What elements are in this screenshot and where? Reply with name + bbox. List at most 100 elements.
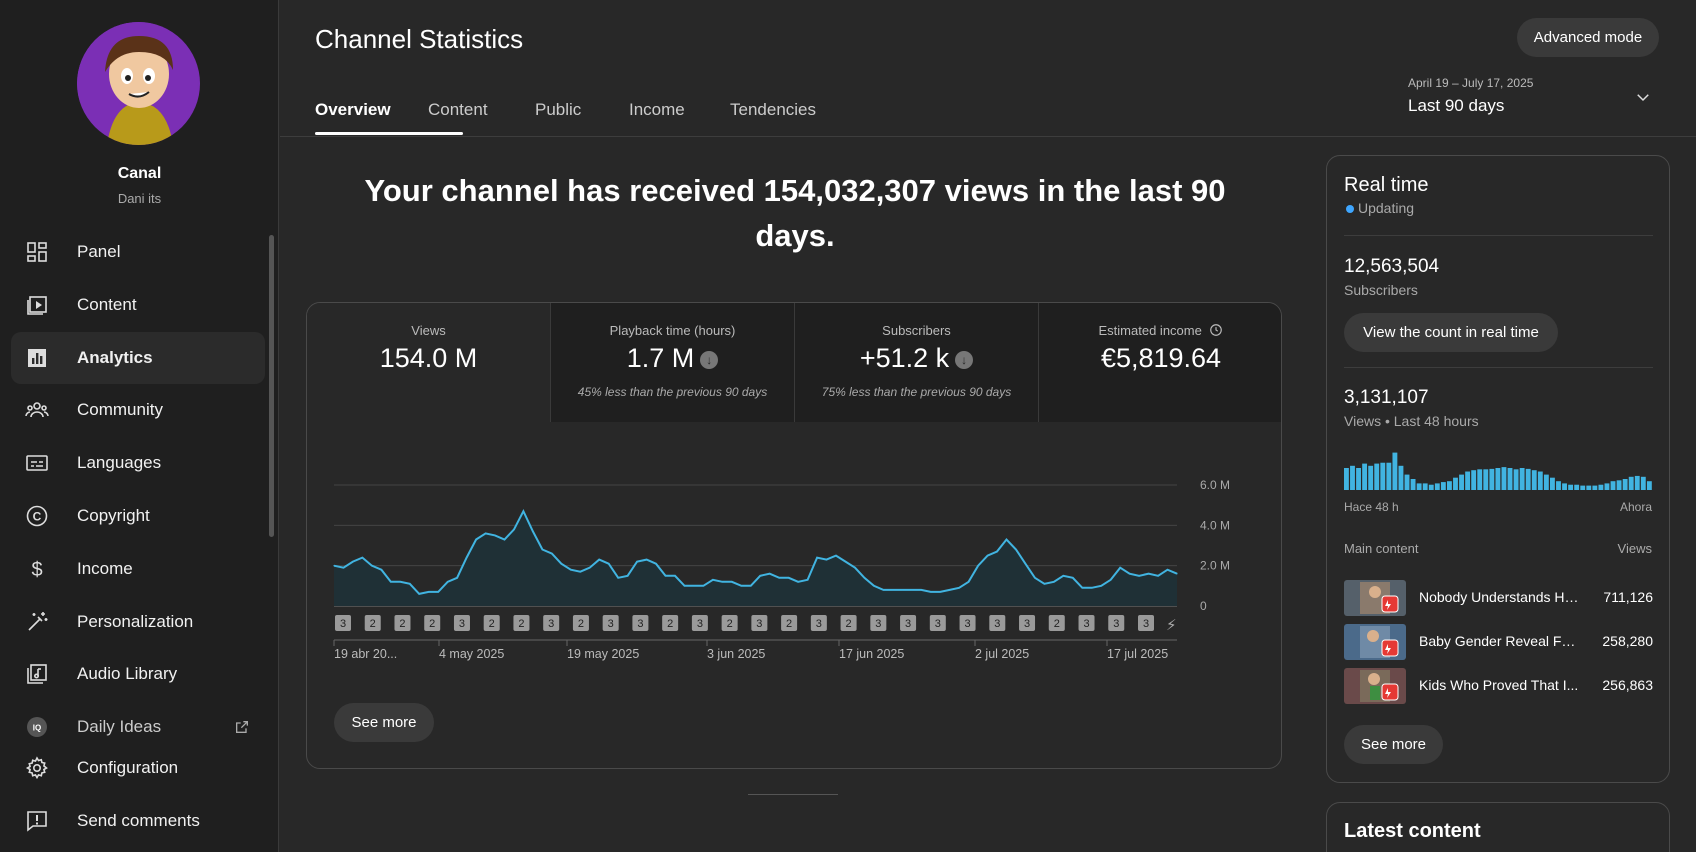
channel-handle: Dani its bbox=[117, 191, 162, 206]
stat-value: €5,819.64 bbox=[1100, 343, 1222, 373]
advanced-mode-button[interactable]: Advanced mode bbox=[1517, 18, 1659, 57]
stat-subscribers[interactable]: Subscribers +51.2 k ↓ 75% less than the p… bbox=[795, 303, 1039, 422]
arrow-down-icon: ↓ bbox=[955, 350, 974, 369]
video-marker[interactable]: 3 bbox=[1108, 615, 1125, 631]
sidebar-item-languages[interactable]: Languages bbox=[11, 437, 265, 489]
tab-income[interactable]: Income bbox=[629, 100, 685, 119]
video-marker[interactable]: 3 bbox=[543, 615, 560, 631]
data-point bbox=[759, 575, 761, 577]
sidebar-item-personalization[interactable]: Personalization bbox=[11, 596, 265, 648]
video-marker[interactable]: 2 bbox=[662, 615, 679, 631]
sidebar-item-panel[interactable]: Panel bbox=[11, 226, 265, 278]
data-point bbox=[693, 585, 695, 587]
realtime-bar bbox=[1440, 482, 1446, 490]
date-range-text[interactable]: April 19 – July 17, 2025 bbox=[1408, 76, 1534, 90]
data-point bbox=[1091, 587, 1093, 589]
svg-text:3: 3 bbox=[1113, 618, 1119, 630]
video-marker[interactable]: 3 bbox=[751, 615, 768, 631]
video-marker[interactable]: 3 bbox=[453, 615, 470, 631]
sidebar-item-label: Send comments bbox=[77, 811, 200, 830]
sidebar-item-send-comments[interactable]: Send comments bbox=[11, 795, 265, 847]
video-marker[interactable]: 3 bbox=[335, 615, 351, 631]
stat-label: Views bbox=[411, 323, 446, 338]
active-tab-indicator bbox=[315, 132, 463, 135]
stat-value-wrap: 1.7 M ↓ bbox=[551, 343, 794, 374]
data-point bbox=[920, 589, 922, 591]
sidebar-item-community[interactable]: Community bbox=[11, 384, 265, 436]
realtime-views-count: 3,131,107 bbox=[1344, 387, 1429, 408]
realtime-count-button[interactable]: View the count in real time bbox=[1344, 313, 1558, 352]
realtime-bar bbox=[1622, 479, 1628, 490]
video-thumbnail bbox=[1344, 580, 1406, 616]
chevron-down-icon[interactable] bbox=[1634, 88, 1652, 106]
sidebar-item-configuration[interactable]: Configuration bbox=[11, 742, 265, 794]
video-marker[interactable]: 3 bbox=[900, 615, 917, 631]
x-tick-label: 17 jul 2025 bbox=[1107, 647, 1168, 661]
video-marker[interactable]: 3 bbox=[1019, 615, 1036, 631]
sidebar-item-copyright[interactable]: C Copyright bbox=[11, 490, 265, 542]
video-marker[interactable]: 2 bbox=[1048, 615, 1065, 631]
stat-views[interactable]: Views 154.0 M bbox=[307, 303, 551, 422]
see-more-button[interactable]: See more bbox=[1344, 725, 1443, 764]
date-range-label[interactable]: Last 90 days bbox=[1408, 96, 1505, 115]
data-point bbox=[560, 563, 562, 565]
video-marker[interactable]: 3 bbox=[691, 615, 708, 631]
list-item[interactable]: Baby Gender Reveal Fail... 258,280 bbox=[1344, 624, 1653, 660]
video-marker[interactable]: 2 bbox=[364, 615, 381, 631]
sidebar-item-income[interactable]: $ Income bbox=[11, 543, 265, 595]
data-point bbox=[1157, 575, 1159, 577]
stat-label: Estimated income bbox=[1098, 323, 1202, 338]
list-item[interactable]: Kids Who Proved That I... 256,863 bbox=[1344, 668, 1653, 704]
video-marker[interactable]: 2 bbox=[483, 615, 500, 631]
tab-overview[interactable]: Overview bbox=[315, 100, 391, 119]
sidebar-item-content[interactable]: Content bbox=[11, 279, 265, 331]
shorts-icon[interactable]: ⚡ bbox=[1166, 616, 1177, 634]
video-marker[interactable]: 2 bbox=[394, 615, 411, 631]
video-marker[interactable]: 2 bbox=[781, 615, 798, 631]
stat-estimated-income[interactable]: Estimated income €5,819.64 bbox=[1039, 303, 1281, 422]
svg-text:C: C bbox=[33, 510, 42, 524]
channel-avatar[interactable] bbox=[77, 22, 200, 145]
video-marker[interactable]: 2 bbox=[572, 615, 589, 631]
video-marker[interactable]: 3 bbox=[632, 615, 649, 631]
data-point bbox=[778, 577, 780, 579]
data-point bbox=[1034, 577, 1036, 579]
video-marker[interactable]: 3 bbox=[870, 615, 887, 631]
see-more-button[interactable]: See more bbox=[334, 703, 434, 742]
sidebar-item-daily-ideas[interactable]: IQ Daily Ideas bbox=[11, 701, 265, 753]
tab-content[interactable]: Content bbox=[428, 100, 488, 119]
video-marker[interactable]: 3 bbox=[989, 615, 1006, 631]
data-point bbox=[1119, 567, 1121, 569]
data-point bbox=[996, 550, 998, 553]
analytics-icon bbox=[28, 349, 46, 367]
data-point bbox=[664, 575, 667, 577]
data-point bbox=[1015, 548, 1017, 551]
realtime-bar bbox=[1543, 474, 1549, 490]
video-marker[interactable]: 2 bbox=[721, 615, 738, 631]
video-marker[interactable]: 2 bbox=[424, 615, 441, 631]
views-chart[interactable]: 6.0 M 4.0 M 2.0 M 0 3 2 2 2 3 2 2 3 2 3 3 2 3 2 3 2 3 2 3 3 3 3 3 3… bbox=[307, 422, 1281, 662]
stat-playback-time[interactable]: Playback time (hours) 1.7 M ↓ 45% less th… bbox=[551, 303, 795, 422]
realtime-bar-chart[interactable] bbox=[1344, 446, 1653, 490]
svg-text:2: 2 bbox=[846, 618, 852, 630]
views-headline: Your channel has received 154,032,307 vi… bbox=[364, 173, 1226, 253]
tab-public[interactable]: Public bbox=[535, 100, 582, 119]
video-marker[interactable]: 3 bbox=[810, 615, 827, 631]
sidebar-scrollbar[interactable] bbox=[269, 235, 274, 537]
sidebar-item-label: Personalization bbox=[77, 612, 194, 631]
list-item[interactable]: Nobody Understands How Th... 711,126 bbox=[1344, 580, 1653, 616]
sidebar-item-audio-library[interactable]: Audio Library bbox=[11, 648, 265, 700]
video-views: 258,280 bbox=[1602, 633, 1653, 649]
video-marker[interactable]: 2 bbox=[513, 615, 530, 631]
realtime-bar bbox=[1362, 463, 1368, 490]
sidebar-item-analytics[interactable]: Analytics bbox=[11, 332, 265, 384]
video-marker[interactable]: 3 bbox=[929, 615, 946, 631]
realtime-bar bbox=[1453, 477, 1458, 490]
video-marker[interactable]: 3 bbox=[602, 615, 619, 631]
video-marker[interactable]: 2 bbox=[840, 615, 857, 631]
video-marker[interactable]: 3 bbox=[1078, 615, 1095, 631]
tab-tendencies[interactable]: Tendencies bbox=[730, 100, 817, 119]
data-point bbox=[1176, 573, 1178, 575]
video-marker[interactable]: 3 bbox=[959, 615, 976, 631]
video-marker[interactable]: 3 bbox=[1138, 615, 1154, 631]
